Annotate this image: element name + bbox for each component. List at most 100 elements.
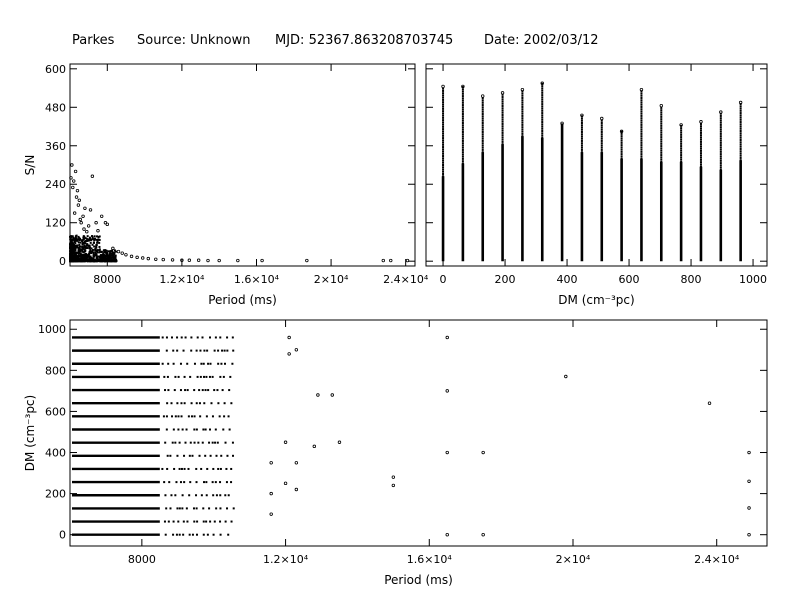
sn-period-point xyxy=(69,252,72,255)
dm-column-point xyxy=(541,118,544,121)
dm-period-point xyxy=(219,520,222,523)
sn-period-point xyxy=(86,254,89,257)
sn-period-point xyxy=(71,235,74,238)
dm-period-point xyxy=(186,362,189,365)
dm-column-point xyxy=(739,116,742,119)
dm-column-point xyxy=(461,126,464,129)
dm-period-point xyxy=(167,520,170,523)
dm-column-point xyxy=(461,110,464,113)
dm-column-point xyxy=(481,126,484,129)
dm-period-point xyxy=(231,441,234,444)
dm-period-point xyxy=(167,362,170,365)
dm-column-point xyxy=(501,107,504,110)
dm-period-point xyxy=(179,389,182,392)
sn-period-point xyxy=(94,248,97,251)
dm-column-point xyxy=(501,136,504,139)
sn-period-point xyxy=(95,250,98,253)
dm-column-point xyxy=(739,125,742,128)
dm-column-point xyxy=(521,119,524,122)
sn-period-point xyxy=(70,252,73,255)
dm-period-point xyxy=(224,362,227,365)
sn-period-point xyxy=(96,241,99,244)
dm-period-point xyxy=(177,428,180,431)
x-axis-label: DM (cm⁻³pc) xyxy=(558,293,634,307)
sn-period-point xyxy=(85,254,88,257)
dm-column-point xyxy=(600,121,603,124)
dm-column-point xyxy=(461,115,464,118)
sn-period-point xyxy=(73,251,76,254)
dm-column-point xyxy=(541,109,544,112)
dm-column-point xyxy=(521,103,524,106)
dm-column-point xyxy=(660,156,663,159)
dm-column-point xyxy=(620,157,623,160)
sn-period-point xyxy=(91,243,94,246)
dm-column-point xyxy=(699,136,702,139)
sn-period-point xyxy=(80,260,83,263)
dm-column-point xyxy=(481,142,484,145)
x-tick-label: 2×10⁴ xyxy=(556,553,591,566)
dm-period-point xyxy=(180,415,183,418)
dm-period-point xyxy=(178,533,181,536)
dm-column-point xyxy=(660,149,663,152)
dm-period-outlier xyxy=(481,533,485,537)
dm-column-point xyxy=(461,88,464,91)
sn-period-point xyxy=(109,252,112,255)
sn-period-point xyxy=(95,253,98,256)
sn-period-point xyxy=(73,252,76,255)
dm-period-outlier xyxy=(287,352,291,356)
sn-period-point xyxy=(81,246,84,249)
sn-period-point xyxy=(88,244,91,247)
dm-period-point xyxy=(202,533,205,536)
dm-column-point xyxy=(461,135,464,138)
sn-period-point xyxy=(85,257,88,260)
sn-period-point xyxy=(95,244,98,247)
dm-period-point xyxy=(219,336,222,339)
dm-column-point xyxy=(501,143,504,146)
dm-period-point xyxy=(170,402,173,405)
dm-column-point xyxy=(541,96,544,99)
dm-period-point xyxy=(183,454,186,457)
dm-period-point xyxy=(196,520,199,523)
sn-period-point xyxy=(87,258,90,261)
dm-period-point xyxy=(195,467,198,470)
sn-period-point xyxy=(75,188,80,193)
dm-period-point xyxy=(163,375,166,378)
dm-period-point xyxy=(178,507,181,510)
dm-period-point xyxy=(161,336,164,339)
sn-period-point xyxy=(77,198,82,202)
dm-column-point xyxy=(442,152,445,155)
dm-column-point xyxy=(640,155,643,158)
dm-period-point xyxy=(225,467,228,470)
sn-period-point xyxy=(70,246,73,249)
dm-period-point xyxy=(183,375,186,378)
sn-period-point xyxy=(94,221,98,225)
dm-column-point xyxy=(719,153,722,156)
dm-column-point xyxy=(481,139,484,142)
dm-column-point xyxy=(521,105,524,108)
dm-column-point xyxy=(442,112,445,115)
sn-period-point xyxy=(69,245,72,248)
dm-column-point xyxy=(640,128,643,131)
dm-column-point xyxy=(501,100,504,103)
sn-period-point xyxy=(75,259,78,262)
dm-column-point xyxy=(442,146,445,149)
dm-column-point xyxy=(541,123,544,126)
dm-column-point xyxy=(442,110,445,113)
points-layer xyxy=(441,81,743,262)
y-tick-label: 1000 xyxy=(38,323,66,336)
dm-column-point xyxy=(541,132,544,135)
dm-column-point xyxy=(501,102,504,105)
dm-column-point xyxy=(461,130,464,133)
dm-period-point xyxy=(164,494,167,497)
sn-period-point xyxy=(69,176,73,180)
dm-period-outlier xyxy=(564,374,568,379)
dm-column-point xyxy=(640,137,643,140)
sn-period-point xyxy=(77,252,80,255)
dm-column-point xyxy=(442,107,445,110)
dm-column-point xyxy=(461,99,464,102)
sn-period-point xyxy=(115,250,118,253)
sn-period-point xyxy=(70,163,74,167)
dm-period-point xyxy=(189,375,192,378)
dm-period-point xyxy=(207,389,210,392)
sn-period-point xyxy=(76,245,79,248)
